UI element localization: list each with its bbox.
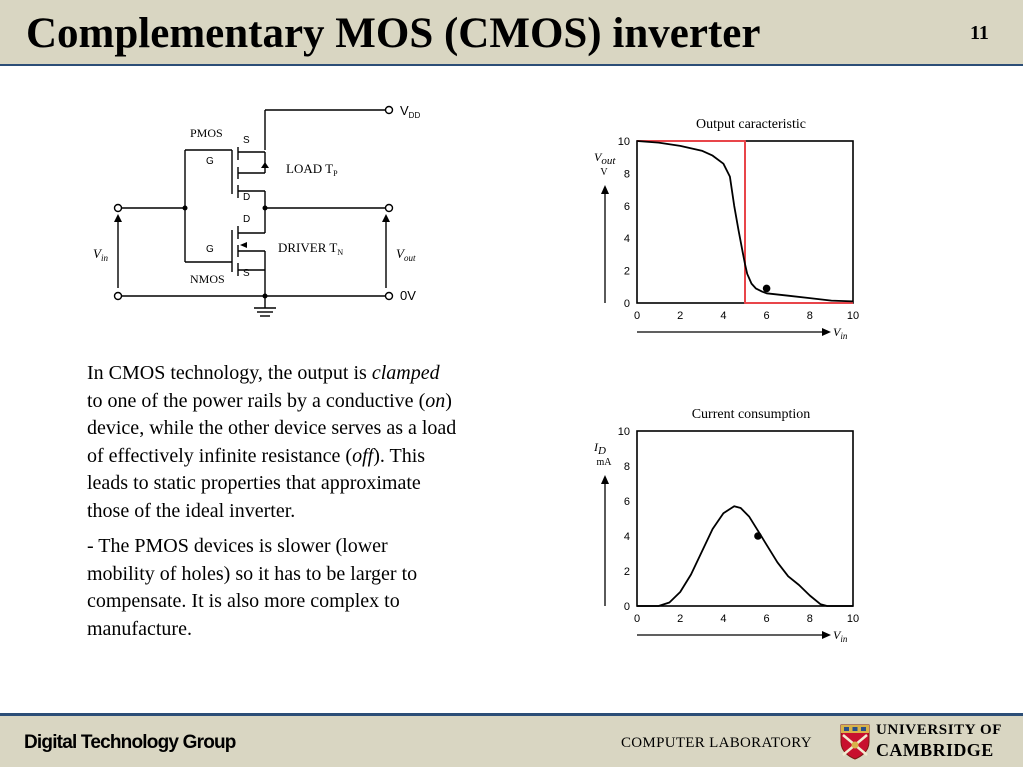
y-tick-label: 10 bbox=[618, 426, 630, 438]
y-tick-label: 2 bbox=[624, 266, 630, 278]
y-axis-unit: V bbox=[600, 167, 608, 178]
pmos-gate-label: G bbox=[206, 156, 214, 167]
pmos-label: PMOS bbox=[190, 126, 223, 140]
y-tick-label: 2 bbox=[624, 566, 630, 578]
y-axis-label: ID bbox=[593, 440, 606, 457]
x-arrowhead bbox=[822, 631, 831, 639]
x-tick-label: 8 bbox=[807, 310, 813, 322]
body-text: In CMOS technology, the output is clampe… bbox=[87, 360, 459, 651]
vout-label: Vout bbox=[396, 246, 416, 263]
driver-label: DRIVER TN bbox=[278, 240, 343, 257]
slide-number: 11 bbox=[970, 22, 989, 44]
title-bar: Complementary MOS (CMOS) inverter 11 bbox=[0, 0, 1023, 66]
measured-curve bbox=[636, 140, 854, 303]
y-arrowhead bbox=[601, 185, 609, 194]
x-tick-label: 0 bbox=[634, 613, 640, 625]
paragraph-pmos: - The PMOS devices is slower (lower mobi… bbox=[87, 535, 418, 640]
x-tick-label: 8 bbox=[807, 613, 813, 625]
x-tick-label: 6 bbox=[764, 310, 770, 322]
x-axis-label: Vin bbox=[833, 325, 848, 341]
y-tick-label: 10 bbox=[618, 136, 630, 148]
nmos-gate-label: G bbox=[206, 244, 214, 255]
y-axis-unit: mA bbox=[597, 457, 613, 468]
plot-frame bbox=[636, 430, 854, 607]
x-tick-label: 10 bbox=[847, 310, 859, 322]
pmos-drain-label: D bbox=[243, 192, 250, 203]
x-tick-label: 2 bbox=[677, 613, 683, 625]
x-arrowhead bbox=[822, 328, 831, 336]
paragraph-cmos: In CMOS technology, the output is clampe… bbox=[87, 362, 457, 522]
y-tick-label: 0 bbox=[624, 601, 630, 613]
slide-title: Complementary MOS (CMOS) inverter bbox=[26, 10, 761, 57]
nmos-source-label: S bbox=[243, 268, 250, 279]
measured-curve bbox=[637, 505, 853, 607]
y-arrowhead bbox=[601, 475, 609, 484]
cambridge-crest-icon bbox=[840, 724, 870, 760]
cmos-circuit-diagram: VDD PMOS S G D LOAD TP D G S NMOS DRIVER… bbox=[93, 103, 420, 317]
pmos-source-label: S bbox=[243, 135, 250, 146]
nmos-label: NMOS bbox=[190, 272, 225, 286]
y-tick-label: 0 bbox=[624, 298, 630, 310]
chart-title: Current consumption bbox=[692, 407, 811, 422]
university-name-line1: UNIVERSITY OF bbox=[876, 722, 1003, 738]
y-tick-label: 6 bbox=[624, 201, 630, 213]
vin-label: Vin bbox=[93, 246, 108, 263]
nmos-drain-label: D bbox=[243, 214, 250, 225]
y-tick-label: 4 bbox=[624, 531, 630, 543]
operating-point-marker bbox=[754, 532, 762, 540]
y-tick-label: 6 bbox=[624, 496, 630, 508]
load-label: LOAD TP bbox=[286, 161, 338, 178]
lab-name: COMPUTER LABORATORY bbox=[621, 735, 812, 751]
y-axis-label: Vout bbox=[594, 150, 616, 167]
vdd-label: VDD bbox=[400, 103, 420, 120]
y-tick-label: 8 bbox=[624, 168, 630, 180]
x-tick-label: 4 bbox=[720, 613, 726, 625]
operating-point-marker bbox=[762, 284, 771, 293]
x-tick-label: 4 bbox=[720, 310, 726, 322]
ideal-curve bbox=[637, 140, 853, 304]
chart-title: Output caracteristic bbox=[696, 117, 806, 132]
x-tick-label: 2 bbox=[677, 310, 683, 322]
university-name-line2: CAMBRIDGE bbox=[876, 740, 994, 760]
group-name: Digital Technology Group bbox=[24, 732, 236, 753]
y-tick-label: 4 bbox=[624, 233, 630, 245]
x-axis-label: Vin bbox=[833, 628, 848, 644]
y-tick-label: 8 bbox=[624, 461, 630, 473]
x-tick-label: 10 bbox=[847, 613, 859, 625]
x-tick-label: 6 bbox=[764, 613, 770, 625]
footer-bar: Digital Technology Group COMPUTER LABORA… bbox=[0, 713, 1023, 767]
x-tick-label: 0 bbox=[634, 310, 640, 322]
ground-label: 0V bbox=[400, 288, 416, 303]
